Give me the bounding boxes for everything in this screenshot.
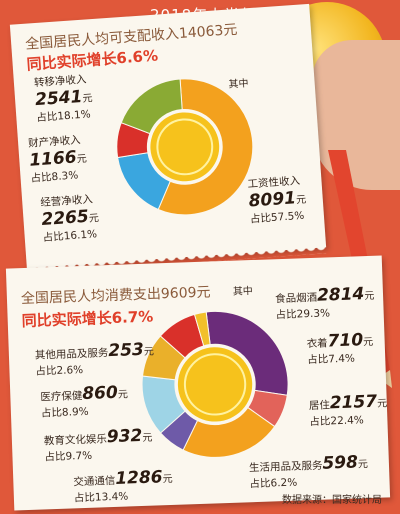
consumption-donut-chart [141,310,289,458]
consumption-label-medical: 医疗保健860元 占比8.9% [40,382,129,420]
income-label-transfer: 转移净收入 2541元 占比18.1% [33,73,93,125]
consumption-label-transport: 交通通信1286元 占比13.4% [73,467,173,505]
income-center-note: 其中 [228,78,249,91]
donut-slice [193,311,211,347]
consumption-label-housing: 居住2157元 占比22.4% [308,391,388,429]
consumption-title: 全国居民人均消费支出9609元 [20,284,211,308]
consumption-label-clothing: 衣着710元 占比7.4% [306,330,374,367]
income-label-business: 经营净收入 2265元 占比16.1% [39,193,100,244]
donut-slice [120,78,183,135]
consumption-label-education: 教育文化娱乐932元 占比9.7% [43,425,153,464]
data-source: 数据来源：国家统计局 [282,495,382,506]
consumption-label-household: 生活用品及服务598元 占比6.2% [248,452,369,491]
hand-icon [312,40,400,190]
consumption-subtitle: 同比实际增长6.7% [21,307,154,331]
donut-center [150,112,220,182]
donut-center-ring [183,353,247,416]
income-label-wage: 工资性收入 8091元 占比57.5% [247,174,307,226]
consumption-label-other: 其他用品及服务253元 占比2.6% [34,339,155,378]
consumption-center-note: 其中 [232,286,254,298]
income-label-property: 财产净收入 1166元 占比8.3% [27,134,88,185]
income-donut-chart [116,78,254,216]
income-card: 全国居民人均可支配收入14063元 同比实际增长6.6% 其中 转移净收入 25… [9,3,327,275]
consumption-card: 全国居民人均消费支出9609元 同比实际增长6.7% 其中 食品烟酒2814元 … [5,255,391,511]
consumption-label-food: 食品烟酒2814元 占比29.3% [274,284,375,322]
donut-slice [157,78,254,216]
donut-center [177,347,253,422]
donut-center-ring [156,118,214,176]
